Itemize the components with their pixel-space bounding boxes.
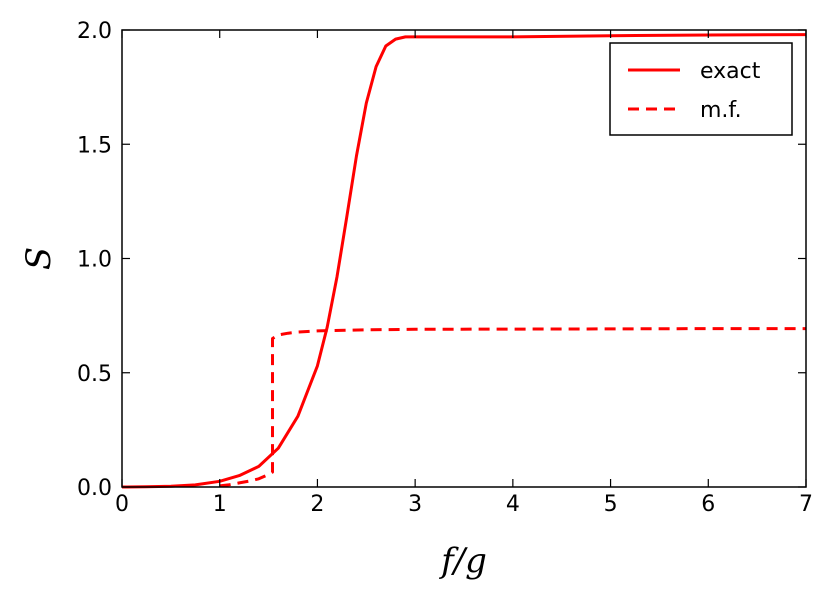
y-axis-label: S [19,247,59,270]
axis-ticks: 0 1 2 3 4 5 6 7 0.0 0.5 1.0 1.5 2.0 [77,19,813,517]
y-tick-label: 0.0 [77,476,112,501]
series-line-mf [219,327,806,488]
plot-frame [121,29,807,488]
x-tick-label: 5 [604,492,618,517]
x-tick-label: 4 [506,492,520,517]
x-tick-label: 3 [408,492,422,517]
x-tick-label: 7 [799,492,813,517]
y-tick-label: 1.0 [77,248,112,273]
x-tick-label: 2 [310,492,324,517]
y-tick-label: 2.0 [77,19,112,44]
y-tick-label: 1.5 [77,133,112,158]
y-tick-label: 0.5 [77,362,112,387]
legend-label-exact: exact [700,59,761,84]
legend-box [609,42,793,136]
legend: exact m.f. [609,42,793,136]
x-tick-label: 1 [213,492,227,517]
x-axis-label: f/g [438,541,487,581]
x-tick-label: 0 [115,492,129,517]
x-tick-label: 6 [701,492,715,517]
legend-label-mf: m.f. [700,98,742,123]
